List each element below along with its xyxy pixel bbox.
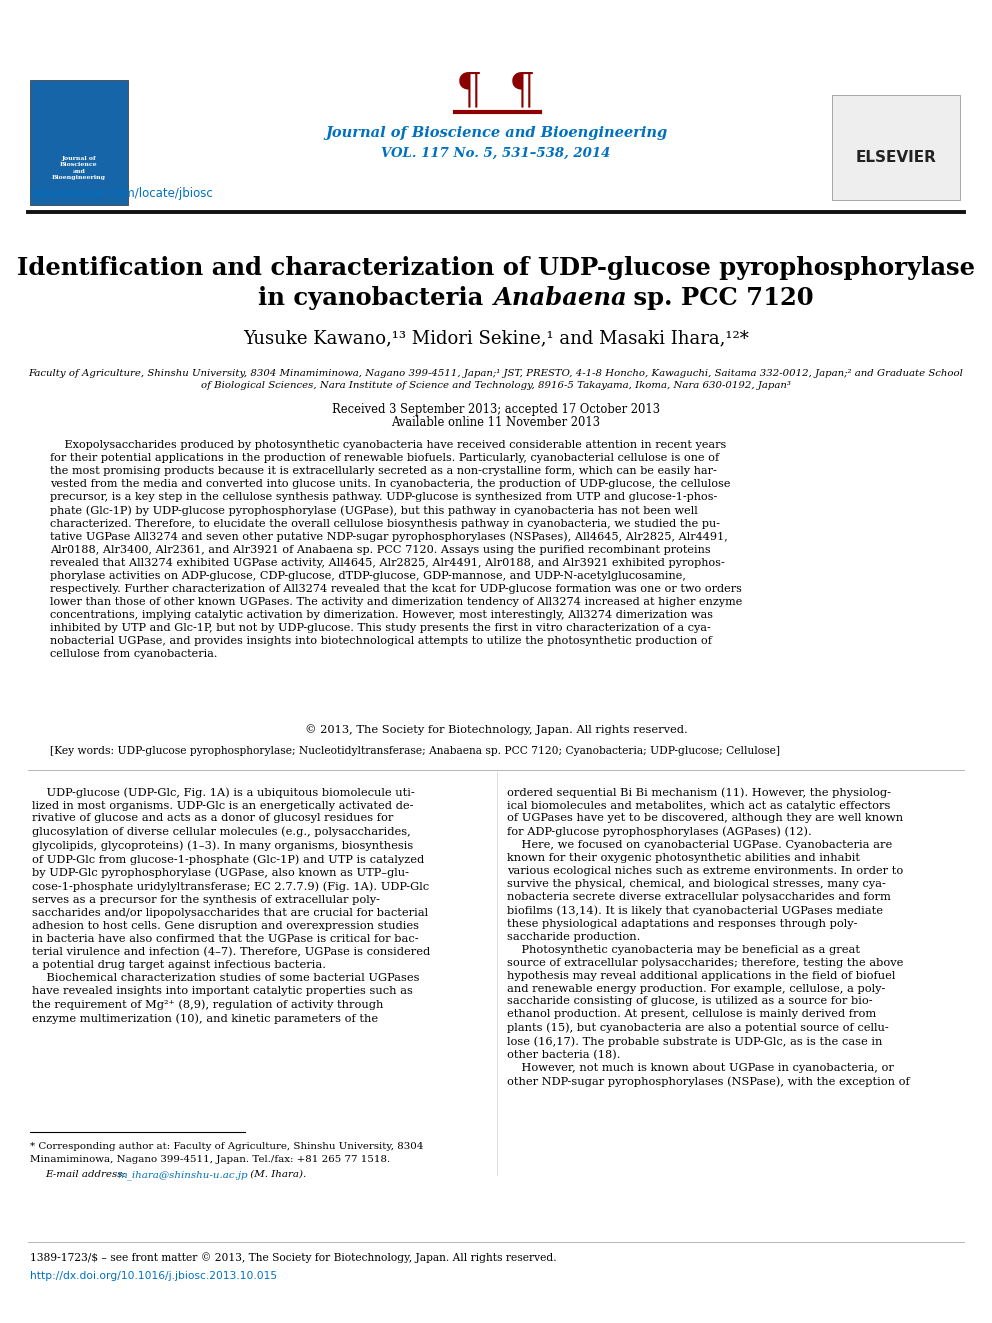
Text: http://dx.doi.org/10.1016/j.jbiosc.2013.10.015: http://dx.doi.org/10.1016/j.jbiosc.2013.… <box>30 1271 277 1281</box>
Text: E-mail address:: E-mail address: <box>45 1170 129 1179</box>
Text: * Corresponding author at: Faculty of Agriculture, Shinshu University, 8304: * Corresponding author at: Faculty of Ag… <box>30 1142 424 1151</box>
Text: sp. PCC 7120: sp. PCC 7120 <box>625 286 813 310</box>
FancyBboxPatch shape <box>30 79 128 205</box>
Text: © 2013, The Society for Biotechnology, Japan. All rights reserved.: © 2013, The Society for Biotechnology, J… <box>305 725 687 736</box>
Text: Received 3 September 2013; accepted 17 October 2013: Received 3 September 2013; accepted 17 O… <box>332 402 660 415</box>
Text: ordered sequential Bi Bi mechanism (11). However, the physiolog-
ical biomolecul: ordered sequential Bi Bi mechanism (11).… <box>507 787 910 1088</box>
Text: UDP-glucose (UDP-Glc, Fig. 1A) is a ubiquitous biomolecule uti-
lized in most or: UDP-glucose (UDP-Glc, Fig. 1A) is a ubiq… <box>32 787 431 1024</box>
Text: 1389-1723/$ – see front matter © 2013, The Society for Biotechnology, Japan. All: 1389-1723/$ – see front matter © 2013, T… <box>30 1253 557 1263</box>
Text: Exopolysaccharides produced by photosynthetic cyanobacteria have received consid: Exopolysaccharides produced by photosynt… <box>50 441 742 659</box>
Text: ELSEVIER: ELSEVIER <box>855 151 936 165</box>
Text: Journal of
Bioscience
and
Bioengineering: Journal of Bioscience and Bioengineering <box>52 156 106 180</box>
Text: m_ihara@shinshu-u.ac.jp: m_ihara@shinshu-u.ac.jp <box>117 1170 247 1180</box>
Text: [Key words: UDP-glucose pyrophosphorylase; Nucleotidyltransferase; Anabaena sp. : [Key words: UDP-glucose pyrophosphorylas… <box>50 746 780 755</box>
FancyBboxPatch shape <box>832 95 960 200</box>
Text: VOL. 117 No. 5, 531–538, 2014: VOL. 117 No. 5, 531–538, 2014 <box>381 147 611 160</box>
Text: in cyanobacteria: in cyanobacteria <box>258 286 492 310</box>
Text: Anabaena: Anabaena <box>494 286 628 310</box>
Text: of Biological Sciences, Nara Institute of Science and Technology, 8916-5 Takayam: of Biological Sciences, Nara Institute o… <box>201 381 791 390</box>
Text: Minamiminowa, Nagano 399-4511, Japan. Tel./fax: +81 265 77 1518.: Minamiminowa, Nagano 399-4511, Japan. Te… <box>30 1155 390 1164</box>
Text: Identification and characterization of UDP-glucose pyrophosphorylase: Identification and characterization of U… <box>17 255 975 280</box>
Text: Available online 11 November 2013: Available online 11 November 2013 <box>392 417 600 430</box>
Text: www.elsevier.com/locate/jbiosc: www.elsevier.com/locate/jbiosc <box>30 187 213 200</box>
Text: Yusuke Kawano,¹³ Midori Sekine,¹ and Masaki Ihara,¹²*: Yusuke Kawano,¹³ Midori Sekine,¹ and Mas… <box>243 329 749 347</box>
Text: Journal of Bioscience and Bioengineering: Journal of Bioscience and Bioengineering <box>324 126 668 140</box>
Text: Faculty of Agriculture, Shinshu University, 8304 Minamiminowa, Nagano 399-4511, : Faculty of Agriculture, Shinshu Universi… <box>29 369 963 377</box>
Text: ¶  ¶: ¶ ¶ <box>456 69 536 111</box>
Text: (M. Ihara).: (M. Ihara). <box>247 1170 307 1179</box>
